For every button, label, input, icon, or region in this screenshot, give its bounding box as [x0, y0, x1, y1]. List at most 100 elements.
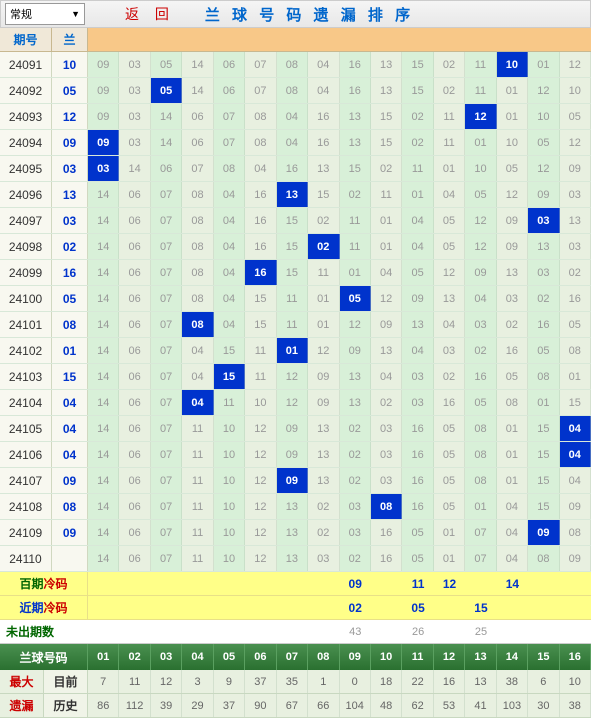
blue-cell: 09 — [52, 468, 88, 493]
miss-cell: 14 — [88, 494, 119, 519]
miss-cell: 08 — [182, 234, 213, 259]
num-header-cell: 01 — [88, 644, 119, 670]
miss-cell: 14 — [88, 520, 119, 545]
cold-value — [119, 572, 150, 595]
cold-value — [88, 596, 119, 619]
miss-cell: 08 — [560, 338, 591, 363]
table-row: 240911009030514060708041613150211100112 — [0, 52, 591, 78]
max-cell: 16 — [434, 670, 465, 693]
miss-cell: 04 — [402, 338, 433, 363]
miss-cell: 07 — [151, 338, 182, 363]
miss-cell: 05 — [560, 104, 591, 129]
miss-cell: 15 — [308, 182, 339, 207]
max-cell: 29 — [182, 694, 213, 717]
cold-value — [371, 572, 402, 595]
miss-cell: 04 — [308, 78, 339, 103]
hit-cell: 04 — [182, 390, 213, 415]
miss-cell: 06 — [119, 546, 150, 571]
max-cell: 9 — [214, 670, 245, 693]
miss-cell: 08 — [528, 364, 559, 389]
miss-cell: 16 — [528, 312, 559, 337]
miss-cell: 06 — [214, 78, 245, 103]
miss-cell: 04 — [497, 520, 528, 545]
period-cell: 24105 — [0, 416, 52, 441]
return-button[interactable]: 返 回 — [125, 4, 175, 24]
miss-cell: 15 — [245, 312, 276, 337]
max-cell: 38 — [497, 670, 528, 693]
miss-cell: 08 — [277, 52, 308, 77]
num-header-cell: 16 — [560, 644, 591, 670]
miss-cell: 16 — [277, 156, 308, 181]
miss-cell: 03 — [308, 546, 339, 571]
miss-cell: 16 — [245, 208, 276, 233]
blue-cell: 08 — [52, 312, 88, 337]
chevron-down-icon: ▼ — [71, 9, 80, 19]
max-right-label: 历史 — [44, 694, 88, 717]
miss-cell: 02 — [371, 390, 402, 415]
miss-cell: 12 — [245, 546, 276, 571]
max-cell: 18 — [371, 670, 402, 693]
max-cell: 11 — [119, 670, 150, 693]
miss-cell: 01 — [465, 494, 496, 519]
miss-cell: 12 — [340, 312, 371, 337]
miss-cell: 14 — [88, 260, 119, 285]
miss-cell: 11 — [371, 182, 402, 207]
blue-cell: 16 — [52, 260, 88, 285]
blue-cell: 10 — [52, 52, 88, 77]
miss-cell: 13 — [402, 312, 433, 337]
miss-cell: 12 — [245, 468, 276, 493]
miss-cell: 12 — [245, 494, 276, 519]
cold-value — [497, 596, 528, 619]
mode-dropdown[interactable]: 常规 ▼ — [5, 3, 85, 25]
period-cell: 24108 — [0, 494, 52, 519]
max-cell: 66 — [308, 694, 339, 717]
miss-cell: 02 — [340, 416, 371, 441]
miss-cell: 04 — [371, 364, 402, 389]
miss-cell: 02 — [560, 260, 591, 285]
hit-cell: 05 — [340, 286, 371, 311]
miss-cell: 14 — [182, 78, 213, 103]
num-header-cell: 12 — [434, 644, 465, 670]
miss-cell: 09 — [497, 208, 528, 233]
number-header-row: 兰球号码 01020304050607080910111213141516 — [0, 644, 591, 670]
num-header-cell: 15 — [528, 644, 559, 670]
period-cell: 24110 — [0, 546, 52, 571]
miss-cell: 15 — [214, 338, 245, 363]
hit-cell: 16 — [245, 260, 276, 285]
miss-cell: 09 — [88, 104, 119, 129]
blue-cell: 01 — [52, 338, 88, 363]
unissued-cell — [371, 620, 402, 643]
miss-cell: 01 — [371, 234, 402, 259]
miss-cell: 06 — [119, 390, 150, 415]
blue-cell: 04 — [52, 390, 88, 415]
miss-cell: 07 — [465, 520, 496, 545]
max-cell: 62 — [402, 694, 433, 717]
miss-cell: 06 — [119, 520, 150, 545]
period-cell: 24107 — [0, 468, 52, 493]
miss-cell: 04 — [434, 182, 465, 207]
miss-cell: 03 — [371, 468, 402, 493]
period-cell: 24097 — [0, 208, 52, 233]
miss-cell: 11 — [245, 338, 276, 363]
miss-cell: 03 — [340, 520, 371, 545]
miss-cell: 06 — [119, 494, 150, 519]
miss-cell: 15 — [277, 208, 308, 233]
table-row: 241090914060711101213020316050107040908 — [0, 520, 591, 546]
miss-cell: 05 — [434, 208, 465, 233]
miss-cell: 13 — [277, 520, 308, 545]
miss-cell: 02 — [340, 546, 371, 571]
cold-value: 11 — [402, 572, 433, 595]
miss-cell: 10 — [528, 104, 559, 129]
miss-cell: 12 — [277, 390, 308, 415]
table-row: 240970314060708041615021101040512090313 — [0, 208, 591, 234]
miss-cell: 07 — [182, 156, 213, 181]
miss-cell: 04 — [308, 52, 339, 77]
miss-cell: 04 — [402, 208, 433, 233]
miss-cell: 02 — [308, 494, 339, 519]
miss-cell: 12 — [277, 364, 308, 389]
cold-label: 近期 冷码 — [0, 596, 88, 619]
miss-cell: 07 — [151, 546, 182, 571]
blue-cell: 09 — [52, 130, 88, 155]
miss-cell: 01 — [497, 468, 528, 493]
miss-cell: 15 — [528, 494, 559, 519]
